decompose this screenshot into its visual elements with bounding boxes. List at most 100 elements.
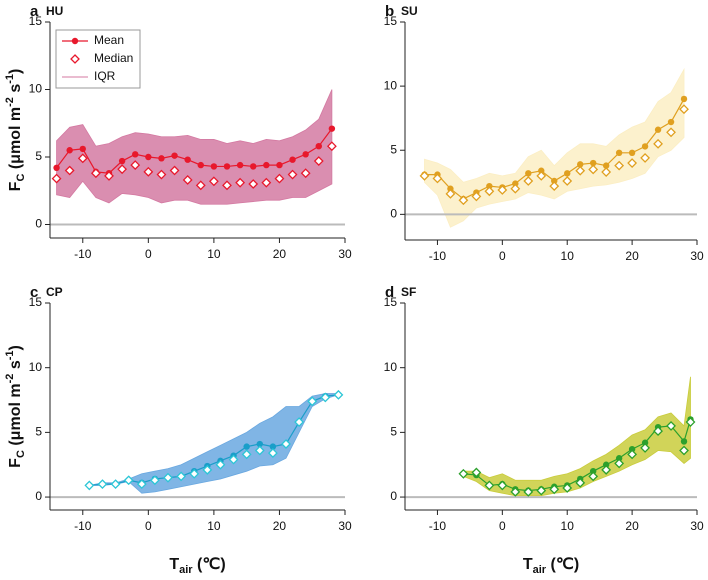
x-tick-label: 10 — [207, 247, 221, 261]
mean-point — [250, 163, 257, 170]
x-axis-label: Tair (℃) — [169, 556, 225, 576]
median-point — [562, 483, 573, 493]
mean-point — [79, 145, 86, 153]
median-point — [445, 188, 456, 199]
median-point — [97, 479, 108, 490]
median-point — [588, 164, 599, 175]
y-tick-label: 5 — [390, 142, 397, 156]
y-axis-label-part: C — [15, 174, 27, 182]
x-tick-label: 30 — [338, 519, 352, 533]
median-point — [471, 467, 482, 478]
x-tick-label: 0 — [499, 249, 506, 263]
x-axis-label-part: (℃) — [193, 556, 226, 573]
x-axis-label-part: T — [169, 556, 179, 573]
site-label: SF — [401, 285, 416, 299]
median-point — [110, 479, 121, 490]
median-point — [208, 176, 219, 187]
x-axis-label-part: (℃) — [546, 556, 579, 573]
y-tick-label: 5 — [35, 425, 42, 439]
y-tick-label: 5 — [35, 149, 42, 163]
x-tick-label: 10 — [561, 519, 575, 533]
y-tick-label: 0 — [390, 207, 397, 221]
x-tick-label: 10 — [207, 519, 221, 533]
panel-label: d — [385, 284, 394, 301]
median-point — [261, 177, 272, 188]
x-tick-label: -10 — [429, 519, 447, 533]
median-point — [471, 191, 482, 202]
median-point — [222, 180, 232, 191]
y-axis-label: FC (μmol m-2 s-1) — [4, 345, 27, 468]
median-point — [679, 104, 689, 115]
y-tick-label: 15 — [384, 14, 398, 28]
y-axis-label-part: s — [7, 84, 24, 97]
legend-marker — [70, 54, 80, 64]
x-tick-label: 30 — [338, 247, 352, 261]
mean-point — [210, 163, 218, 170]
x-tick-label: -10 — [74, 247, 92, 261]
median-point — [601, 167, 612, 177]
median-point — [267, 448, 278, 458]
median-point — [235, 177, 246, 188]
median-point — [432, 173, 443, 184]
mean-point — [145, 153, 152, 161]
x-tick-label: 20 — [625, 249, 639, 263]
median-point — [320, 392, 331, 403]
median-point — [77, 153, 88, 164]
median-point — [176, 471, 187, 482]
mean-point — [132, 151, 139, 158]
x-tick-label: 30 — [690, 519, 704, 533]
median-point — [248, 179, 259, 189]
median-point — [562, 176, 573, 186]
x-tick-label: 20 — [273, 247, 287, 261]
mean-point — [538, 167, 545, 174]
x-tick-label: 0 — [499, 519, 506, 533]
site-label: CP — [46, 285, 63, 299]
median-point — [287, 169, 298, 180]
median-point — [326, 141, 337, 152]
site-label: HU — [46, 4, 63, 18]
median-point — [294, 417, 305, 427]
mean-point — [184, 156, 191, 163]
y-tick-label: 0 — [35, 217, 42, 231]
y-tick-label: 10 — [384, 78, 398, 92]
mean-point — [680, 438, 688, 445]
median-point — [182, 175, 193, 185]
median-point — [254, 445, 265, 456]
y-axis-label-part: F — [7, 458, 24, 468]
mean-point — [551, 177, 558, 185]
mean-point — [223, 163, 231, 170]
median-point — [536, 485, 547, 496]
median-point — [575, 165, 586, 176]
legend-label: Mean — [94, 33, 124, 47]
median-point — [614, 458, 625, 469]
median-point — [143, 166, 154, 177]
site-label: SU — [401, 4, 418, 18]
median-point — [202, 464, 213, 475]
mean-line — [56, 128, 333, 174]
mean-point — [243, 443, 250, 450]
y-tick-label: 10 — [29, 82, 43, 96]
panel-label: a — [30, 3, 39, 20]
median-point — [84, 480, 95, 491]
median-point — [497, 480, 508, 491]
median-point — [64, 165, 75, 176]
y-axis-label-part: (μmol m — [7, 383, 24, 450]
median-point — [510, 183, 521, 194]
median-point — [536, 170, 547, 181]
median-point — [274, 173, 285, 184]
mean-point — [512, 180, 519, 187]
y-tick-label: 5 — [390, 425, 397, 439]
mean-point — [667, 118, 675, 126]
median-point — [123, 475, 134, 486]
mean-point — [53, 164, 60, 171]
y-tick-label: 15 — [384, 295, 398, 309]
mean-point — [315, 143, 322, 150]
x-tick-label: 10 — [561, 249, 575, 263]
x-axis-label-part: T — [523, 556, 533, 573]
median-point — [588, 471, 599, 482]
y-axis-label-part: -1 — [4, 351, 16, 361]
legend-label: Median — [94, 51, 133, 65]
y-axis-label-part: ) — [7, 345, 24, 350]
iqr-band — [56, 89, 333, 205]
y-tick-label: 10 — [29, 360, 43, 374]
